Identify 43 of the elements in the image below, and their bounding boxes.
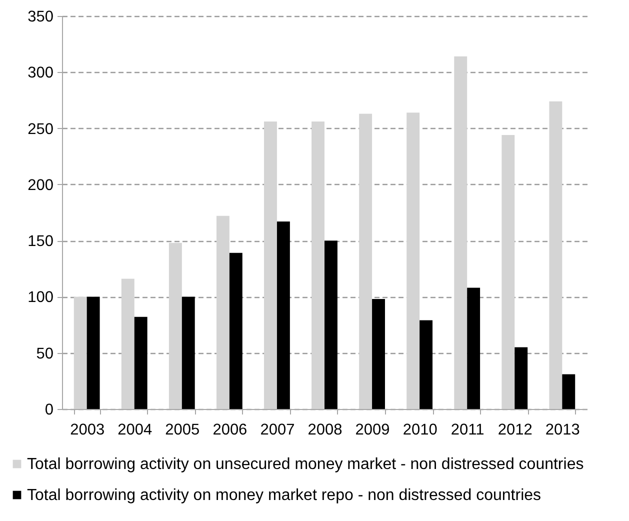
x-tick-label: 2007 [260,422,295,438]
bar [454,56,468,409]
x-tick-label: 2013 [545,422,580,438]
x-tick-label: 2008 [308,422,342,438]
x-tick-label: 2006 [212,422,248,438]
bar [134,316,148,409]
y-tick-label: 200 [28,176,54,194]
bar [168,242,182,409]
x-tick-label: 2009 [355,422,390,438]
x-tick-label: 2010 [402,422,438,438]
x-tick-label: 2004 [118,422,152,438]
bar [121,278,134,409]
bar [276,221,290,409]
bar [406,112,420,409]
x-tick-label: 2012 [498,422,532,438]
y-tick-label: 50 [36,345,54,362]
bar [502,135,515,409]
bar [562,374,576,409]
y-tick-label: 350 [28,8,54,26]
x-tick-label: 2003 [70,422,105,438]
x-tick-label: 2011 [450,422,484,438]
legend-label: Total borrowing activity on unsecured money market - non distressed countries [27,456,584,473]
y-tick-label: 150 [28,233,54,250]
y-tick-label: 100 [28,289,54,306]
y-tick-label: 300 [28,64,54,82]
bar [312,122,324,409]
y-tick-label: 0 [44,402,54,418]
bar [514,347,528,409]
bar [182,296,195,409]
bar [324,240,338,409]
bar [264,122,277,409]
bar [74,296,87,409]
bar [549,101,562,409]
y-tick-label: 250 [28,120,54,138]
bar [372,298,385,409]
legend-label: Total borrowing activity on money market repo - non distressed countries [27,487,542,504]
bar [86,296,100,409]
bar [229,252,242,409]
bar [467,288,480,409]
bar [216,216,230,409]
x-tick-label: 2005 [165,422,200,438]
bar [359,114,372,409]
bar [420,320,433,409]
